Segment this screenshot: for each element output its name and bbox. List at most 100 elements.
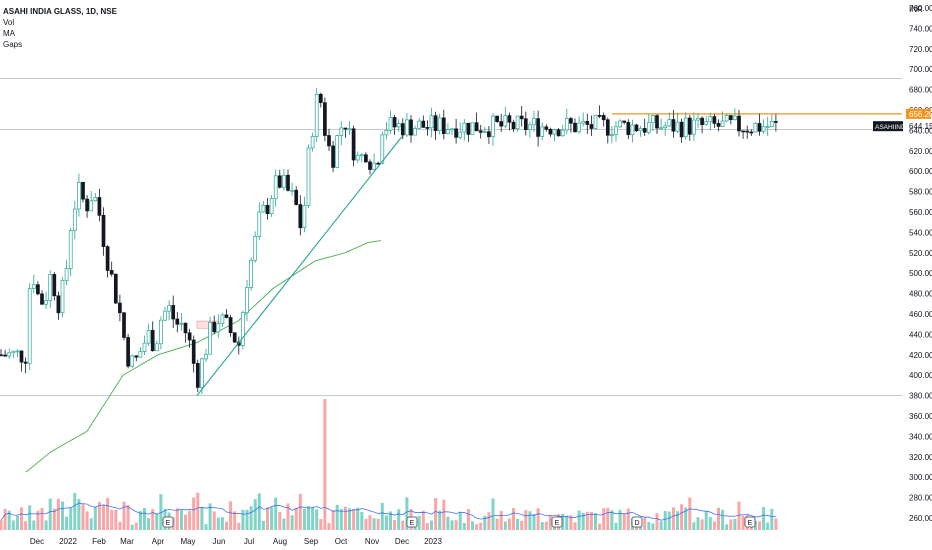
- volume-bar: [368, 515, 372, 530]
- volume-bar: [741, 515, 745, 530]
- volume-bar: [659, 521, 663, 530]
- volume-bar: [93, 506, 97, 530]
- volume-bar: [249, 506, 253, 530]
- candle-body: [200, 358, 204, 388]
- candle-body: [286, 174, 290, 191]
- volume-bar: [512, 508, 515, 530]
- indicator-vol[interactable]: Vol: [3, 18, 15, 27]
- volume-bar: [307, 505, 310, 530]
- volume-bar: [323, 399, 327, 530]
- volume-bar: [360, 511, 364, 530]
- indicator-ma[interactable]: MA: [3, 29, 15, 38]
- volume-bar: [73, 493, 77, 530]
- volume-bar: [282, 518, 286, 530]
- volume-bar: [0, 520, 3, 530]
- candle-body: [564, 118, 569, 131]
- indicator-gaps[interactable]: Gaps: [3, 40, 23, 49]
- volume-bar: [200, 507, 204, 530]
- price-tick-label: 280.00: [909, 494, 932, 503]
- volume-bar: [589, 512, 593, 530]
- volume-bar: [606, 507, 610, 530]
- volume-bar: [643, 517, 647, 530]
- price-tick-label: 260.00: [909, 514, 932, 523]
- event-marker-label: E: [410, 520, 415, 527]
- time-tick-label: Oct: [335, 537, 348, 546]
- volume-bar: [622, 513, 626, 530]
- volume-bar: [425, 523, 429, 530]
- candle-body: [765, 126, 770, 129]
- volume-bar: [397, 509, 401, 530]
- volume-bar: [434, 497, 438, 530]
- candle-body: [733, 115, 737, 120]
- candle-body: [626, 122, 631, 136]
- volume-bar: [106, 497, 110, 530]
- candle-body: [425, 127, 430, 129]
- candle-body: [700, 117, 704, 126]
- volume-bar: [663, 510, 667, 530]
- candle-body: [667, 119, 672, 127]
- time-tick-label: Mar: [120, 537, 134, 546]
- volume-bar: [573, 522, 577, 530]
- candle-body: [753, 123, 758, 133]
- candle-body: [692, 119, 696, 135]
- candle-body: [437, 117, 442, 131]
- volume-bar: [343, 506, 347, 530]
- price-tick-label: 680.00: [909, 86, 932, 95]
- candle-body: [585, 121, 590, 125]
- volume-bar: [302, 508, 306, 530]
- volume-bar: [319, 519, 323, 530]
- candle-body: [163, 310, 167, 321]
- volume-bar: [733, 518, 737, 530]
- candle-body: [610, 134, 614, 137]
- volume-bar: [585, 511, 589, 530]
- candle-body: [204, 353, 208, 360]
- candle-body: [306, 147, 311, 206]
- volume-bar: [729, 519, 733, 530]
- volume-bar: [372, 518, 376, 530]
- volume-bar: [278, 511, 282, 530]
- volume-bar: [81, 503, 85, 530]
- volume-bar: [544, 521, 548, 530]
- volume-bar: [208, 503, 212, 530]
- candle-body: [396, 123, 401, 128]
- price-tick-label: 640.00: [909, 126, 932, 135]
- candle-body: [60, 280, 65, 314]
- candle-body: [118, 302, 122, 314]
- candle-body: [741, 130, 745, 133]
- candle-body: [3, 354, 7, 357]
- volume-bar: [610, 510, 614, 530]
- candle-body: [544, 126, 549, 130]
- volume-bar: [192, 497, 196, 530]
- candle-body: [191, 339, 196, 364]
- candle-body: [704, 121, 709, 126]
- volume-bar: [758, 521, 761, 530]
- volume-bar: [421, 510, 425, 530]
- price-tick-label: 400.00: [909, 371, 932, 380]
- candle-body: [507, 115, 512, 123]
- volume-bar: [175, 508, 179, 530]
- candle-body: [232, 332, 237, 343]
- event-marker: [551, 516, 563, 528]
- candle-body: [56, 295, 61, 314]
- candle-body: [724, 115, 729, 122]
- volume-bar: [594, 513, 597, 530]
- candle-body: [417, 120, 422, 129]
- candle-body: [511, 121, 516, 130]
- candle-body: [450, 128, 454, 131]
- candle-body: [392, 117, 397, 128]
- candle-body: [261, 205, 266, 213]
- candle-body: [491, 115, 495, 138]
- candle-body: [556, 129, 561, 137]
- volume-bar: [89, 518, 93, 530]
- volume-bar: [159, 494, 163, 530]
- candle-body: [216, 323, 221, 333]
- volume-bar: [134, 522, 138, 530]
- candle-body: [282, 174, 286, 188]
- candle-body: [372, 162, 376, 170]
- candle-body: [774, 121, 778, 123]
- candle-body: [728, 115, 733, 120]
- volume-bar: [466, 509, 470, 530]
- candle-body: [679, 121, 684, 138]
- candle-body: [749, 131, 754, 134]
